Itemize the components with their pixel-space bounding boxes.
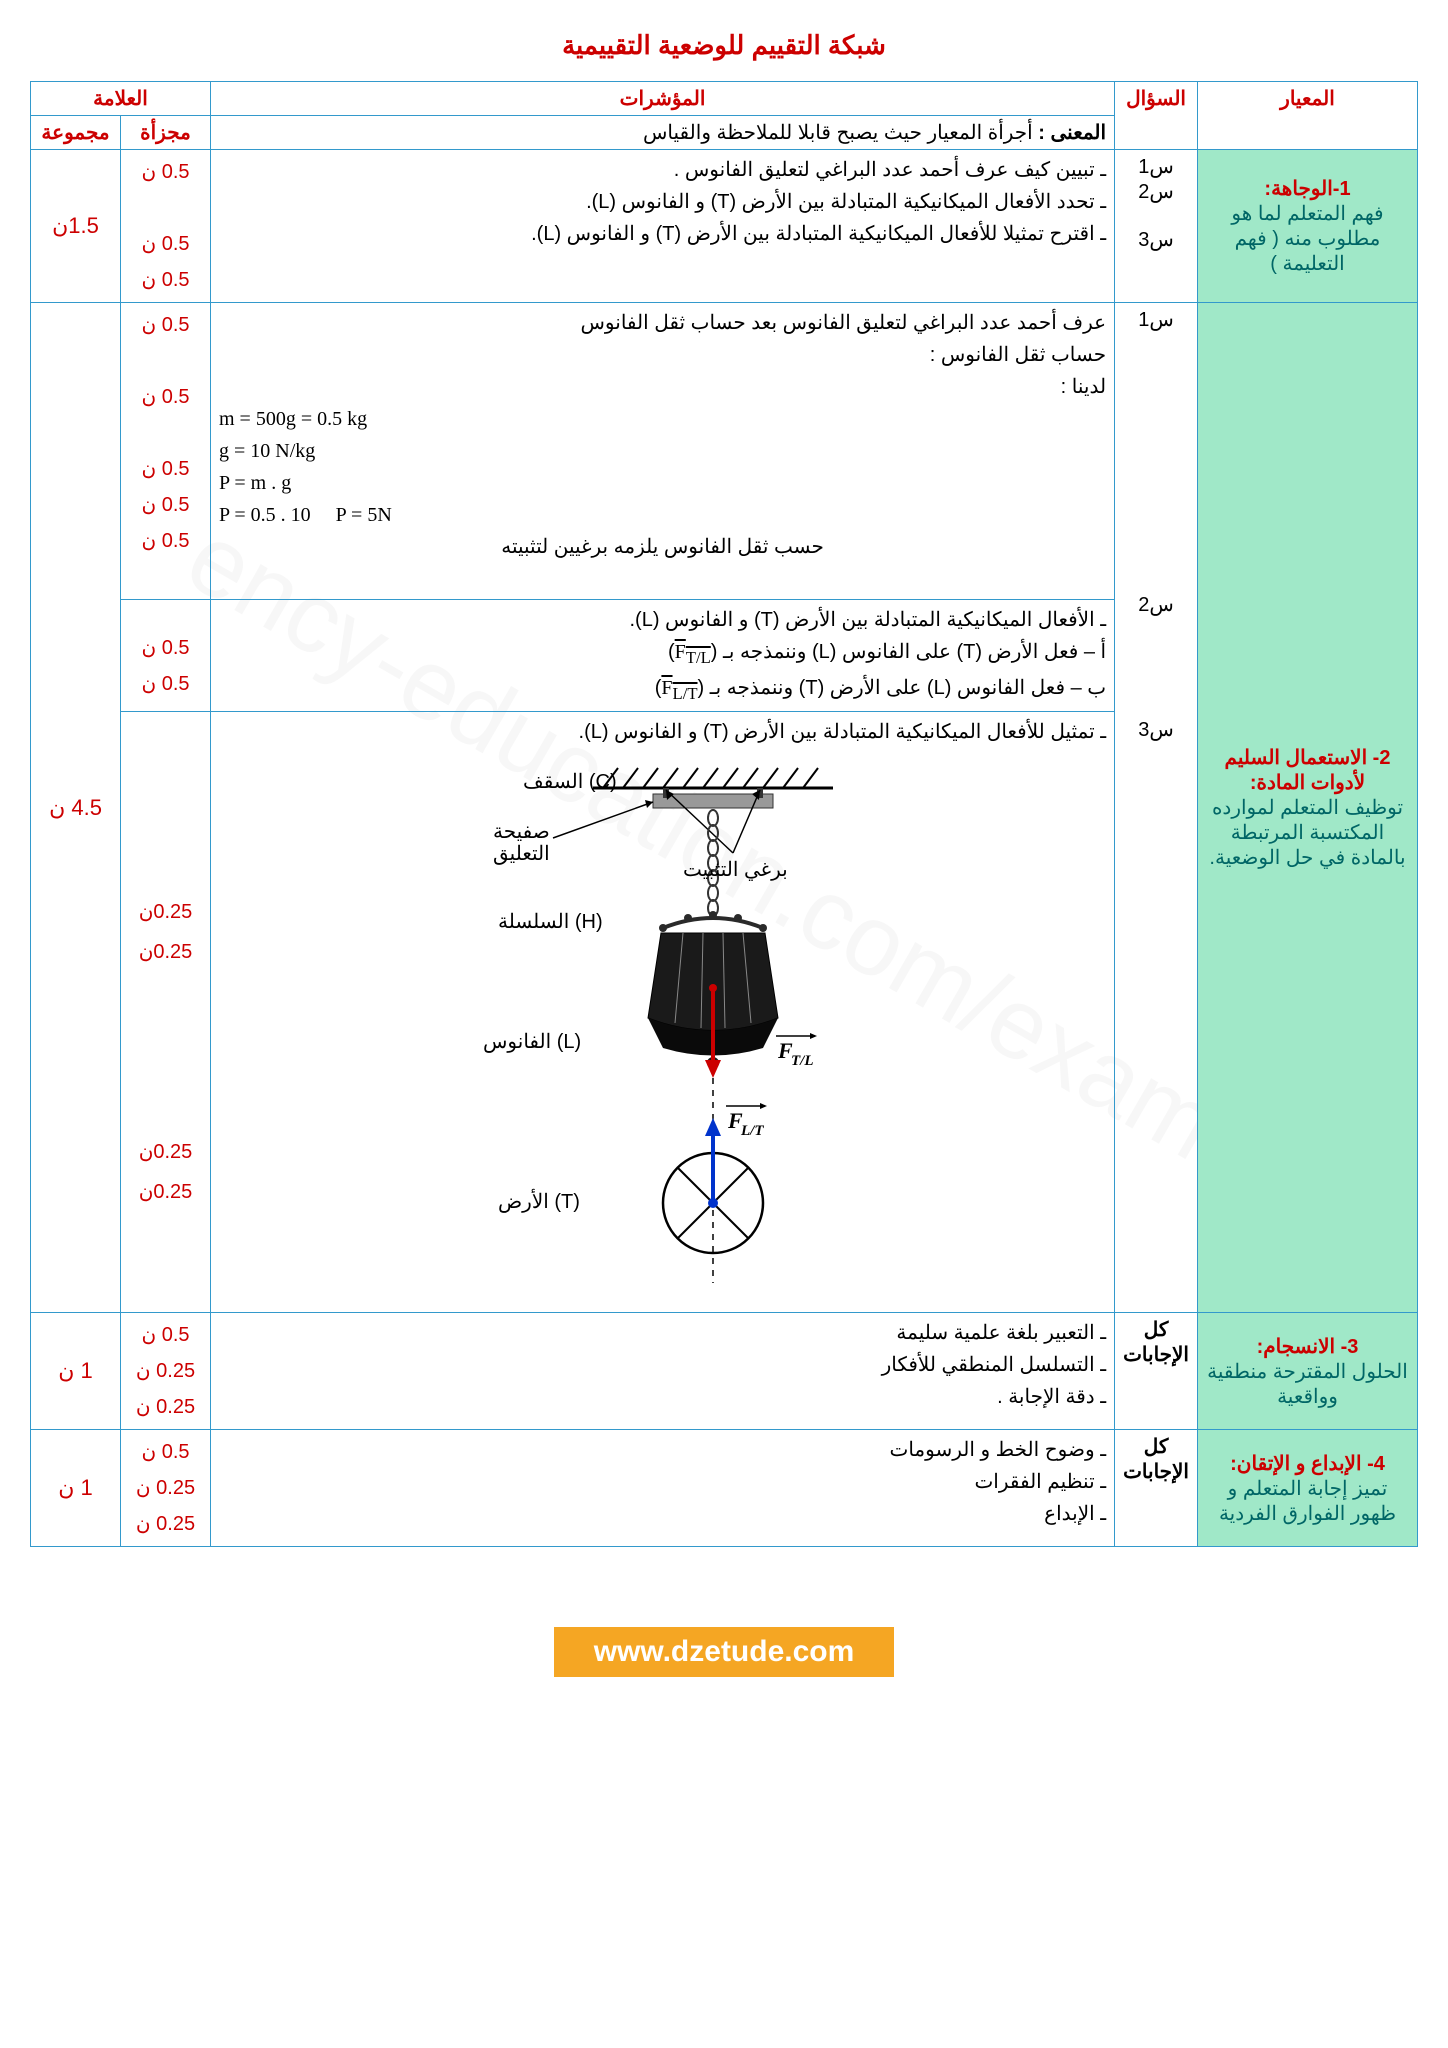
row1-ind1: ـ تبيين كيف عرف أحمد عدد البراغي لتعليق … [219, 154, 1106, 186]
criterion-2-title: 2- الاستعمال السليم لأدوات المادة: [1206, 745, 1409, 795]
row4-question: كل الإجابات [1115, 1430, 1198, 1547]
row2-scores-2: 0.5 ن 0.5 ن [121, 600, 211, 712]
row4-total: 1 ن [31, 1430, 121, 1547]
row1-ind3: ـ اقترح تمثيلا للأفعال الميكانيكية المتب… [219, 218, 1106, 250]
arrow-line [553, 802, 653, 838]
row2-ind1: عرف أحمد عدد البراغي لتعليق الفانوس بعد … [211, 303, 1115, 600]
criterion-1-title: 1-الوجاهة: [1206, 176, 1409, 201]
row2-questions: س1 س2 س3 [1115, 303, 1198, 1313]
row2-ind1-calc: حساب ثقل الفانوس : [219, 339, 1106, 371]
header-indicators: المؤشرات [211, 82, 1115, 116]
criterion-3-title: 3- الانسجام: [1206, 1334, 1409, 1359]
q-s2: س2 [1123, 179, 1189, 204]
row1-scores: 0.5 ن 0.5 ن 0.5 ن [121, 150, 211, 303]
criterion-4-title: 4- الإبداع و الإتقان: [1206, 1451, 1409, 1476]
label-flt-sub: L/T [740, 1123, 764, 1139]
label-chain: السلسلة (H) [498, 911, 603, 933]
label-plate2: التعليق [493, 843, 550, 865]
criterion-2-desc: توظيف المتعلم لموارده المكتسبة المرتبطة … [1206, 795, 1409, 870]
criterion-3: 3- الانسجام: الحلول المقترحة منطقية وواق… [1198, 1313, 1418, 1430]
label-earth: الأرض (T) [498, 1188, 580, 1213]
header-partial: مجزأة [121, 116, 211, 150]
criterion-4: 4- الإبداع و الإتقان: تميز إجابة المتعلم… [1198, 1430, 1418, 1547]
row4-indicators: ـ وضوح الخط و الرسومات ـ تنظيم الفقرات ـ… [211, 1430, 1115, 1547]
row2-ind2-l3: ب – فعل الفانوس (L) على الأرض (T) وننمذج… [219, 672, 1106, 708]
row3-question: كل الإجابات [1115, 1313, 1198, 1430]
row2-ind2: ـ الأفعال الميكانيكية المتبادلة بين الأر… [211, 600, 1115, 712]
header-criterion: المعيار [1198, 82, 1418, 150]
criterion-3-desc: الحلول المقترحة منطقية وواقعية [1206, 1359, 1409, 1409]
eq4: P = 0.5 . 10 P = 5N [219, 499, 806, 531]
header-question: السؤال [1115, 82, 1198, 150]
row2-ind2-l2: أ – فعل الأرض (T) على الفانوس (L) وننمذج… [219, 636, 1106, 672]
row3-ind1: ـ التعبير بلغة علمية سليمة [219, 1317, 1106, 1349]
row4-scores: 0.5 ن 0.25 ن 0.25 ن [121, 1430, 211, 1547]
label-lantern: الفانوس (L) [483, 1031, 581, 1053]
row3-scores: 0.5 ن 0.25 ن 0.25 ن [121, 1313, 211, 1430]
label-ceiling: السقف (C) [523, 771, 617, 793]
q2-s1: س1 [1123, 307, 1189, 332]
q-s3: س3 [1123, 227, 1189, 252]
row3-total: 1 ن [31, 1313, 121, 1430]
row4-s1: 0.5 ن [129, 1434, 202, 1470]
row2-ind3: ـ تمثيل للأفعال الميكانيكية المتبادلة بي… [211, 712, 1115, 1313]
row4-s3: 0.25 ن [129, 1506, 202, 1542]
row3-s2: 0.25 ن [129, 1353, 202, 1389]
row2-ind3-intro: ـ تمثيل للأفعال الميكانيكية المتبادلة بي… [219, 716, 1106, 748]
ceiling-icon [593, 768, 833, 788]
meaning-text: أجرأة المعيار حيث يصبح قابلا للملاحظة وا… [643, 122, 1033, 144]
row1-total: 1.5ن [31, 150, 121, 303]
criterion-4-desc: تميز إجابة المتعلم و ظهور الفوارق الفردي… [1206, 1476, 1409, 1526]
criterion-1-desc: فهم المتعلم لما هو مطلوب منه ( فهم التعل… [1206, 201, 1409, 276]
footer-badge: www.dzetude.com [554, 1627, 895, 1677]
row1-questions: س1 س2 س3 [1115, 150, 1198, 303]
row4-ind1: ـ وضوح الخط و الرسومات [219, 1434, 1106, 1466]
row4-ind3: ـ الإبداع [219, 1498, 1106, 1530]
row3-indicators: ـ التعبير بلغة علمية سليمة ـ التسلسل الم… [211, 1313, 1115, 1430]
q2-s3: س3 [1123, 717, 1189, 742]
meaning-label: المعنى : [1038, 122, 1106, 144]
eq3: P = m . g [219, 467, 806, 499]
row1-s2: 0.5 ن [129, 226, 202, 262]
row1-s3: 0.5 ن [129, 262, 202, 298]
diagram-svg: السقف (C) صفيحة التعليق برغي التثبيت الس… [383, 758, 943, 1288]
row3-ind2: ـ التسلسل المنطقي للأفكار [219, 1349, 1106, 1381]
meaning-cell: المعنى : أجرأة المعيار حيث يصبح قابلا لل… [211, 116, 1115, 150]
equations: m = 500g = 0.5 kg g = 10 N/kg P = m . g … [219, 403, 1106, 531]
label-plate: صفيحة [493, 821, 550, 843]
criterion-1: 1-الوجاهة: فهم المتعلم لما هو مطلوب منه … [1198, 150, 1418, 303]
rubric-table: المعيار السؤال المؤشرات العلامة المعنى :… [30, 81, 1418, 1547]
header-total: مجموعة [31, 116, 121, 150]
lantern-diagram: السقف (C) صفيحة التعليق برغي التثبيت الس… [219, 748, 1106, 1308]
footer: www.dzetude.com [30, 1627, 1418, 1677]
q2-s2: س2 [1123, 592, 1189, 617]
label-ftl-sub: T/L [791, 1053, 814, 1069]
row3-ind3: ـ دقة الإجابة . [219, 1381, 1106, 1413]
row3-s1: 0.5 ن [129, 1317, 202, 1353]
criterion-2: 2- الاستعمال السليم لأدوات المادة: توظيف… [1198, 303, 1418, 1313]
eq1: m = 500g = 0.5 kg [219, 403, 806, 435]
row4-ind2: ـ تنظيم الفقرات [219, 1466, 1106, 1498]
row1-indicators: ـ تبيين كيف عرف أحمد عدد البراغي لتعليق … [211, 150, 1115, 303]
row3-s3: 0.25 ن [129, 1389, 202, 1425]
eq2: g = 10 N/kg [219, 435, 806, 467]
row4-s2: 0.25 ن [129, 1470, 202, 1506]
row2-scores-1: 0.5 ن 0.5 ن 0.5 ن 0.5 ن 0.5 ن [121, 303, 211, 600]
q-s1: س1 [1123, 154, 1189, 179]
row2-ind2-l1: ـ الأفعال الميكانيكية المتبادلة بين الأر… [219, 604, 1106, 636]
row1-ind2: ـ تحدد الأفعال الميكانيكية المتبادلة بين… [219, 186, 1106, 218]
label-screws: برغي التثبيت [683, 859, 788, 881]
row2-ind1-given: لدينا : [219, 371, 1106, 403]
header-score: العلامة [31, 82, 211, 116]
page-title: شبكة التقييم للوضعية التقييمية [30, 30, 1418, 61]
row2-total: 4.5 ن [31, 303, 121, 1313]
row2-scores-3: 0.25ن 0.25ن 0.25ن 0.25ن [121, 712, 211, 1313]
row2-ind1-conclusion: حسب ثقل الفانوس يلزمه برغيين لتثبيته [219, 531, 1106, 563]
row1-s1: 0.5 ن [129, 154, 202, 190]
row2-ind1-intro: عرف أحمد عدد البراغي لتعليق الفانوس بعد … [219, 307, 1106, 339]
